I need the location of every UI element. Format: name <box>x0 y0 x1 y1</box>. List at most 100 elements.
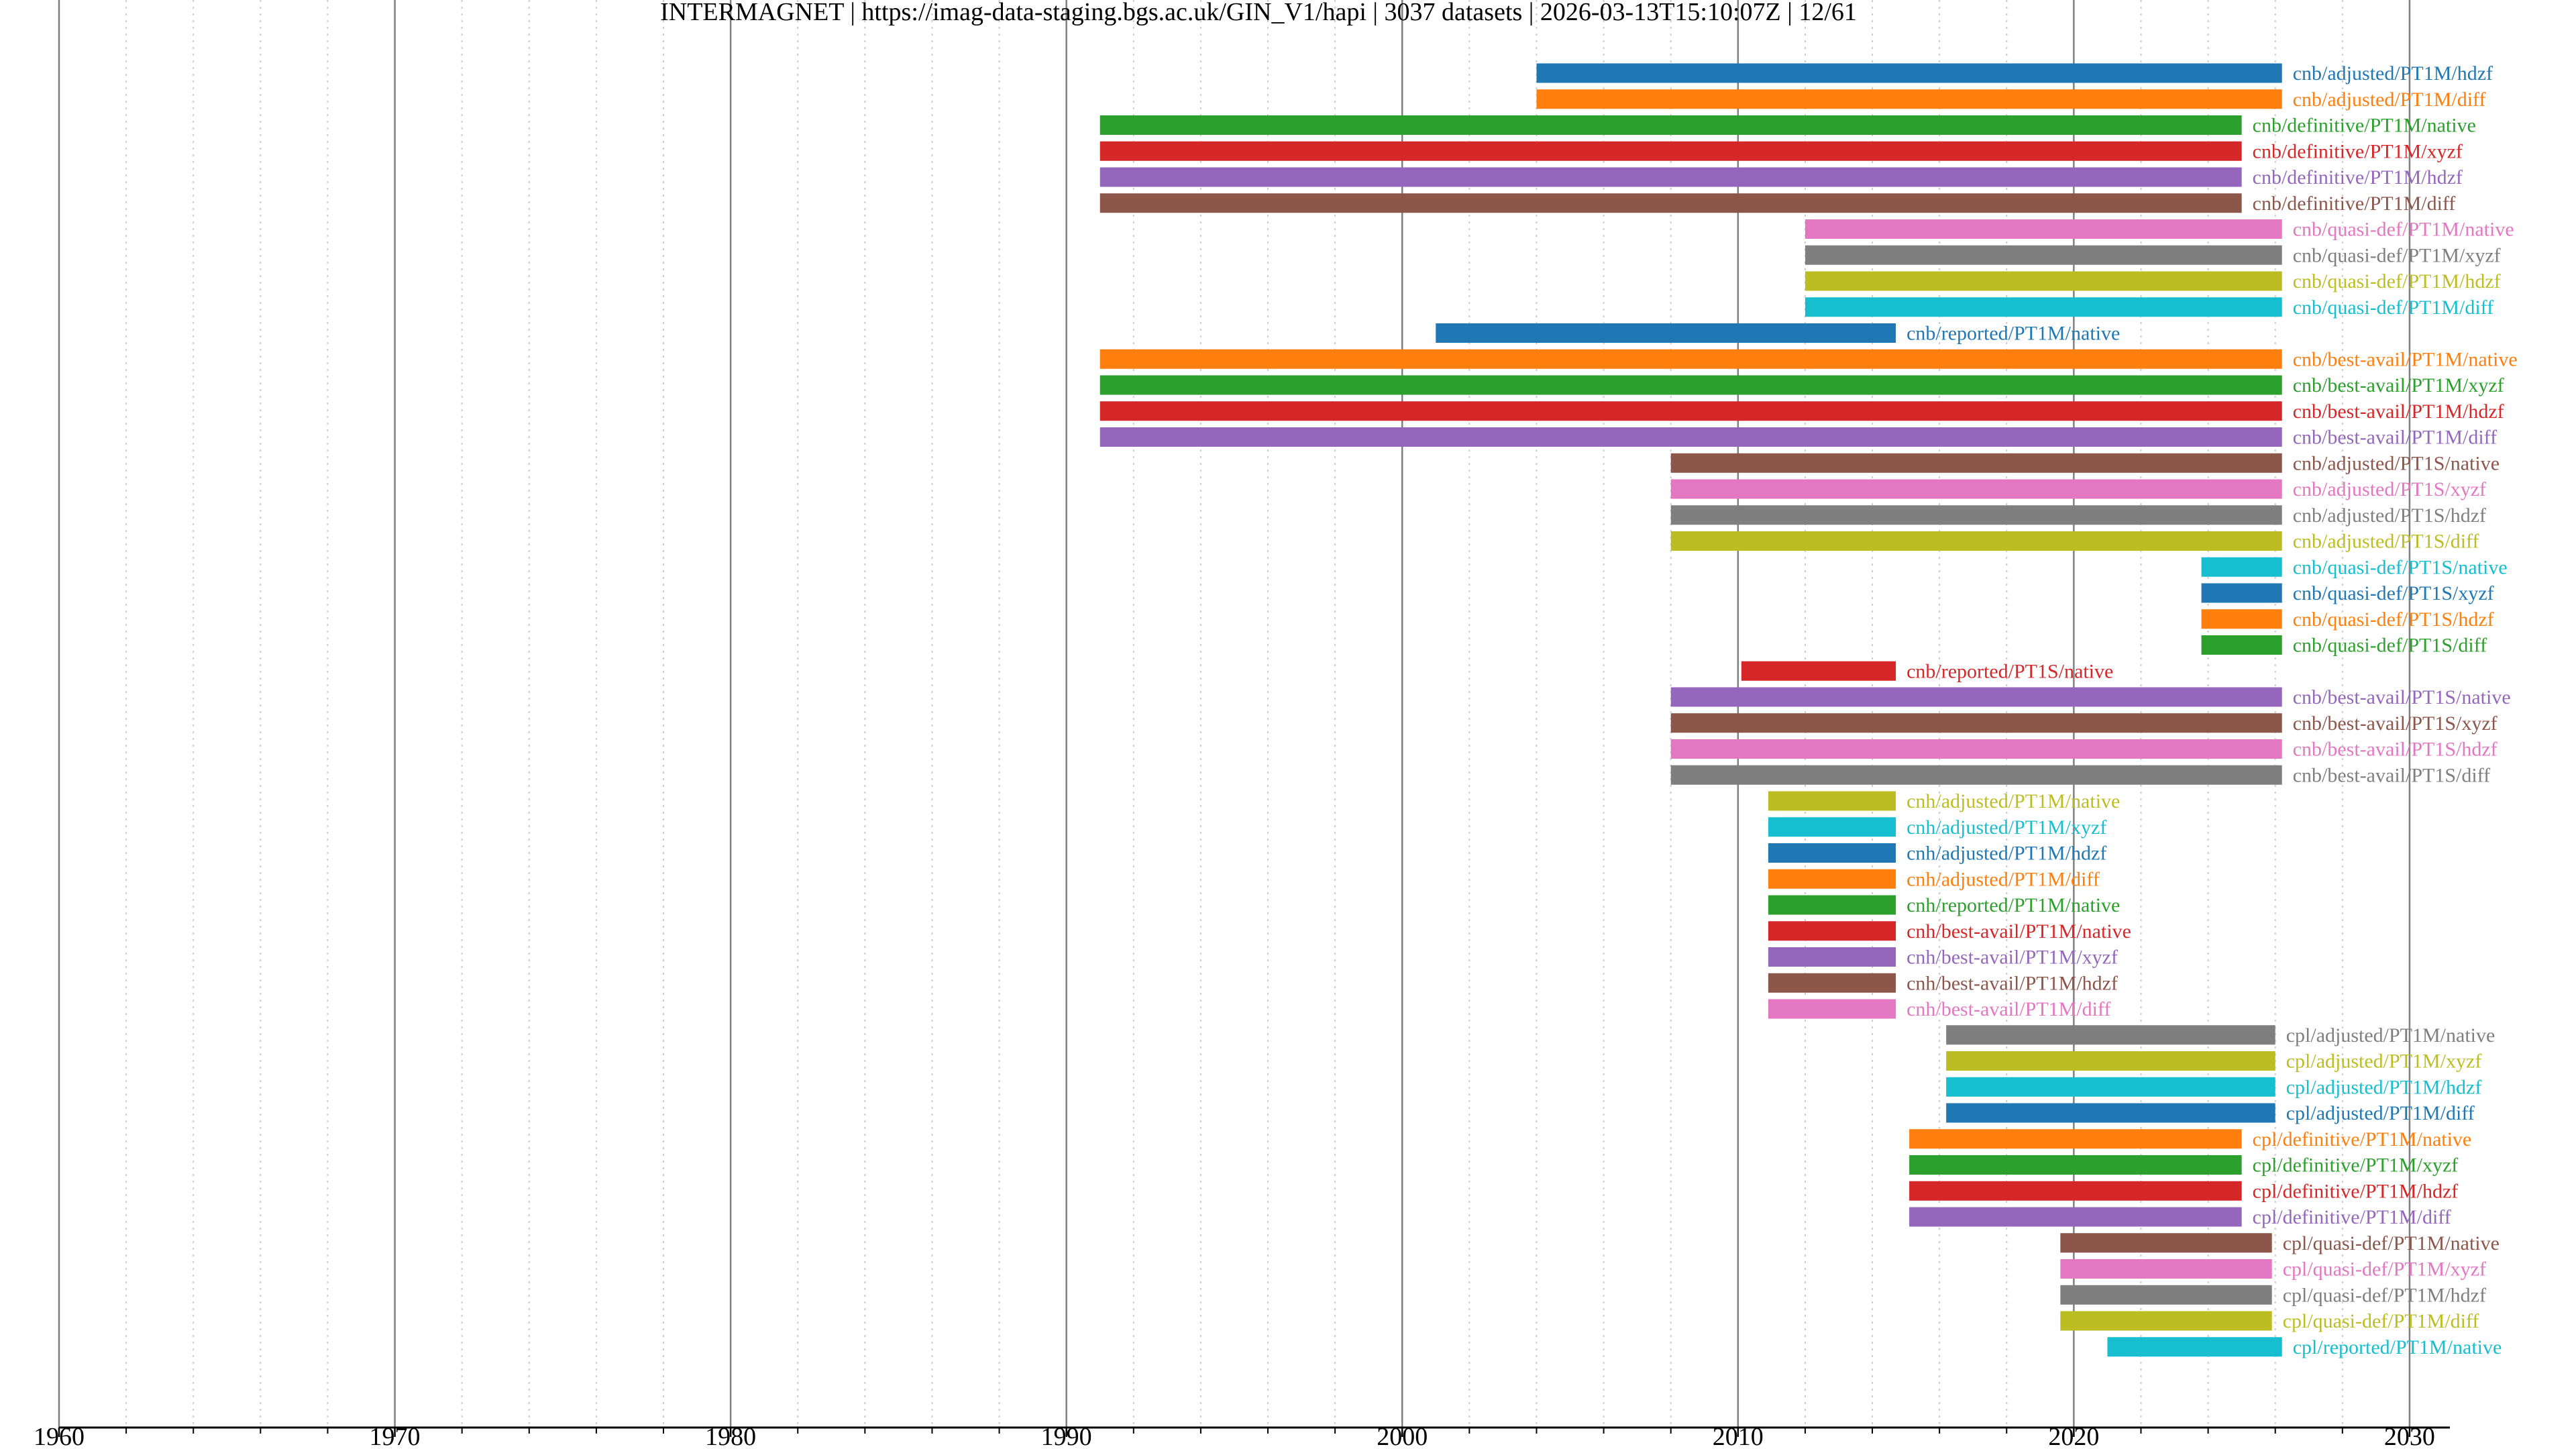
x-tick-label: 1980 <box>705 1423 756 1449</box>
dataset-bar <box>2060 1285 2272 1305</box>
dataset-bar <box>1768 817 1896 837</box>
dataset-label: cnb/adjusted/PT1M/hdzf <box>2293 62 2493 85</box>
dataset-label: cnh/best-avail/PT1M/native <box>1907 920 2131 943</box>
dataset-bar <box>1805 245 2282 265</box>
dataset-bar <box>1805 297 2282 317</box>
dataset-bar <box>1768 999 1896 1019</box>
dataset-label: cpl/definitive/PT1M/hdzf <box>2253 1180 2459 1202</box>
dataset-bar <box>1768 921 1896 941</box>
dataset-bar <box>1099 115 2242 135</box>
dataset-label: cnb/reported/PT1M/native <box>1907 323 2120 345</box>
dataset-label: cnh/reported/PT1M/native <box>1907 894 2120 916</box>
dataset-bar <box>1741 661 1896 681</box>
dataset-bar <box>1909 1129 2242 1149</box>
dataset-label: cnh/adjusted/PT1M/diff <box>1907 868 2100 890</box>
dataset-label: cnb/adjusted/PT1S/diff <box>2293 531 2479 553</box>
dataset-label: cpl/adjusted/PT1M/diff <box>2286 1102 2475 1124</box>
dataset-bar <box>1768 947 1896 967</box>
dataset-bar <box>1946 1077 2275 1097</box>
dataset-label: cpl/quasi-def/PT1M/diff <box>2283 1310 2479 1332</box>
dataset-bar <box>1805 271 2282 291</box>
dataset-label: cpl/quasi-def/PT1M/xyzf <box>2283 1258 2486 1281</box>
dataset-label: cpl/definitive/PT1M/native <box>2253 1128 2472 1150</box>
dataset-bar <box>1768 791 1896 811</box>
dataset-label: cnb/best-avail/PT1M/native <box>2293 348 2518 370</box>
dataset-bar <box>2060 1311 2272 1331</box>
dataset-label: cnb/adjusted/PT1S/native <box>2293 452 2500 474</box>
dataset-bar <box>2201 609 2282 629</box>
x-tick-label: 1970 <box>370 1423 421 1449</box>
dataset-bar <box>1946 1025 2275 1045</box>
dataset-label: cnb/quasi-def/PT1S/diff <box>2293 635 2487 657</box>
dataset-label: cpl/adjusted/PT1M/hdzf <box>2286 1076 2482 1098</box>
dataset-label: cnh/adjusted/PT1M/hdzf <box>1907 843 2106 865</box>
dataset-label: cnh/adjusted/PT1M/native <box>1907 790 2120 812</box>
dataset-bar <box>2107 1337 2282 1357</box>
dataset-label: cnb/definitive/PT1M/xyzf <box>2253 140 2463 162</box>
dataset-bar <box>1768 869 1896 889</box>
dataset-bar <box>2201 583 2282 603</box>
x-tick-label: 2000 <box>1377 1423 1428 1449</box>
dataset-bar <box>1099 167 2242 187</box>
dataset-label: cpl/adjusted/PT1M/xyzf <box>2286 1051 2482 1073</box>
dataset-label: cnb/definitive/PT1M/diff <box>2253 193 2456 215</box>
dataset-label: cnb/quasi-def/PT1M/xyzf <box>2293 244 2501 266</box>
dataset-label: cpl/definitive/PT1M/diff <box>2253 1206 2451 1228</box>
x-tick-label: 1960 <box>34 1423 85 1449</box>
dataset-bar <box>1946 1103 2275 1123</box>
dataset-label: cnb/best-avail/PT1M/xyzf <box>2293 374 2504 396</box>
dataset-label: cnb/best-avail/PT1S/hdzf <box>2293 739 2498 761</box>
dataset-label: cnb/definitive/PT1M/hdzf <box>2253 166 2463 189</box>
dataset-label: cpl/quasi-def/PT1M/native <box>2283 1232 2500 1254</box>
dataset-bar <box>1536 89 2282 109</box>
dataset-bar <box>1670 453 2282 473</box>
dataset-bar <box>1909 1155 2242 1175</box>
dataset-bar <box>1909 1181 2242 1201</box>
dataset-bar <box>1670 765 2282 785</box>
dataset-label: cnb/quasi-def/PT1M/hdzf <box>2293 270 2501 292</box>
dataset-bar <box>1536 63 2282 83</box>
dataset-bar <box>1768 843 1896 863</box>
dataset-bar <box>1768 895 1896 915</box>
dataset-label: cpl/reported/PT1M/native <box>2293 1336 2502 1358</box>
x-tick-label: 2030 <box>2384 1423 2435 1449</box>
dataset-bar <box>1436 323 1896 343</box>
dataset-label: cnh/adjusted/PT1M/xyzf <box>1907 816 2106 839</box>
dataset-bar <box>1670 687 2282 707</box>
dataset-label: cpl/quasi-def/PT1M/hdzf <box>2283 1284 2486 1306</box>
dataset-label: cnb/best-avail/PT1S/xyzf <box>2293 712 2498 735</box>
dataset-label: cnb/quasi-def/PT1M/native <box>2293 219 2514 241</box>
x-axis: 1960 1970 1980 1990 2000 2010 2020 2030 <box>34 1423 2450 1449</box>
dataset-bar <box>1670 739 2282 759</box>
dataset-bar <box>1099 427 2282 447</box>
dataset-bar <box>1099 349 2282 369</box>
dataset-bar <box>1805 219 2282 239</box>
dataset-bar <box>2201 635 2282 655</box>
dataset-bar <box>1099 141 2242 161</box>
dataset-bar <box>2060 1233 2272 1253</box>
dataset-bars: cnb/adjusted/PT1M/hdzf cnb/adjusted/PT1M/… <box>1099 62 2518 1358</box>
dataset-bar <box>1670 505 2282 525</box>
dataset-bar <box>1099 401 2282 421</box>
x-tick-label: 2020 <box>2048 1423 2099 1449</box>
dataset-label: cnh/best-avail/PT1M/diff <box>1907 998 2110 1020</box>
x-tick-label: 1990 <box>1041 1423 1092 1449</box>
dataset-label: cnb/adjusted/PT1S/hdzf <box>2293 504 2486 527</box>
dataset-bar <box>1670 713 2282 733</box>
dataset-label: cnb/best-avail/PT1M/diff <box>2293 427 2497 449</box>
dataset-bar <box>1909 1207 2242 1227</box>
dataset-label: cnb/best-avail/PT1M/hdzf <box>2293 400 2504 423</box>
dataset-label: cnb/best-avail/PT1S/diff <box>2293 764 2490 786</box>
x-tick-label: 2010 <box>1713 1423 1764 1449</box>
dataset-label: cnb/quasi-def/PT1S/xyzf <box>2293 582 2494 604</box>
dataset-label: cpl/adjusted/PT1M/native <box>2286 1024 2496 1046</box>
dataset-label: cnb/definitive/PT1M/native <box>2253 115 2476 137</box>
dataset-label: cnb/quasi-def/PT1M/diff <box>2293 297 2493 319</box>
dataset-bar <box>1670 531 2282 551</box>
dataset-label: cnh/best-avail/PT1M/xyzf <box>1907 947 2118 969</box>
dataset-bar <box>1099 193 2242 213</box>
dataset-label: cnb/adjusted/PT1M/diff <box>2293 89 2486 111</box>
dataset-bar <box>1099 375 2282 395</box>
dataset-label: cnb/quasi-def/PT1S/hdzf <box>2293 608 2494 631</box>
